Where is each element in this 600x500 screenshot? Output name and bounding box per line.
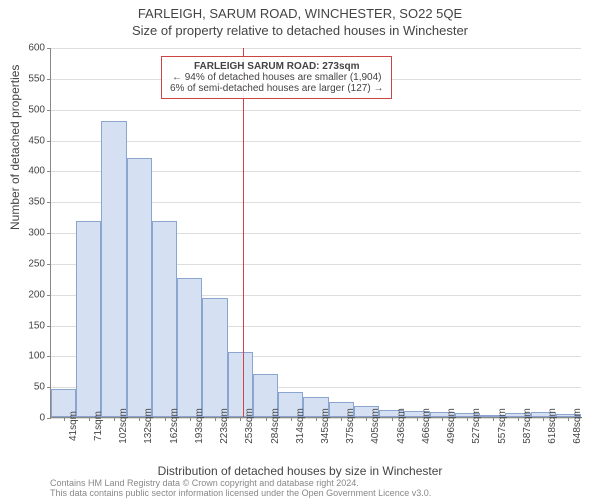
- y-tick-mark: [47, 356, 51, 357]
- x-tick-mark: [442, 417, 443, 421]
- y-tick-mark: [47, 202, 51, 203]
- y-tick-label: 400: [15, 166, 45, 177]
- chart-area: 05010015020025030035040045050055060041sq…: [50, 48, 580, 418]
- y-tick-mark: [47, 79, 51, 80]
- grid-line: [51, 48, 581, 49]
- histogram-bar: [152, 221, 177, 417]
- y-tick-mark: [47, 171, 51, 172]
- x-tick-mark: [392, 417, 393, 421]
- y-tick-label: 50: [15, 382, 45, 393]
- x-tick-mark: [215, 417, 216, 421]
- y-tick-label: 100: [15, 351, 45, 362]
- reference-line: [243, 48, 244, 417]
- x-tick-mark: [240, 417, 241, 421]
- y-tick-mark: [47, 233, 51, 234]
- grid-line: [51, 110, 581, 111]
- x-tick-mark: [316, 417, 317, 421]
- y-tick-label: 550: [15, 73, 45, 84]
- x-tick-label: 527sqm: [471, 408, 482, 444]
- annotation-box: FARLEIGH SARUM ROAD: 273sqm← 94% of deta…: [161, 56, 392, 99]
- title-sub: Size of property relative to detached ho…: [0, 21, 600, 38]
- y-tick-mark: [47, 326, 51, 327]
- grid-line: [51, 141, 581, 142]
- y-tick-label: 600: [15, 43, 45, 54]
- x-tick-mark: [417, 417, 418, 421]
- y-tick-mark: [47, 48, 51, 49]
- x-tick-mark: [139, 417, 140, 421]
- y-tick-label: 500: [15, 104, 45, 115]
- histogram-bar: [127, 158, 152, 417]
- annotation-line-1: FARLEIGH SARUM ROAD: 273sqm: [170, 61, 383, 72]
- x-tick-mark: [190, 417, 191, 421]
- x-tick-mark: [341, 417, 342, 421]
- x-tick-mark: [89, 417, 90, 421]
- histogram-bar: [202, 298, 227, 417]
- y-tick-label: 250: [15, 258, 45, 269]
- histogram-bar: [101, 121, 126, 417]
- plot-area: 05010015020025030035040045050055060041sq…: [50, 48, 580, 418]
- x-tick-mark: [266, 417, 267, 421]
- y-tick-mark: [47, 110, 51, 111]
- histogram-bar: [177, 278, 202, 417]
- x-tick-mark: [568, 417, 569, 421]
- footer-line-1: Contains HM Land Registry data © Crown c…: [50, 478, 431, 488]
- y-tick-label: 200: [15, 289, 45, 300]
- y-tick-label: 150: [15, 320, 45, 331]
- y-tick-mark: [47, 418, 51, 419]
- footer-line-2: This data contains public sector informa…: [50, 488, 431, 498]
- x-tick-mark: [291, 417, 292, 421]
- x-tick-mark: [114, 417, 115, 421]
- y-tick-label: 350: [15, 197, 45, 208]
- annotation-line-2: ← 94% of detached houses are smaller (1,…: [170, 72, 383, 83]
- x-axis-label: Distribution of detached houses by size …: [0, 464, 600, 478]
- title-main: FARLEIGH, SARUM ROAD, WINCHESTER, SO22 5…: [0, 0, 600, 21]
- x-tick-mark: [467, 417, 468, 421]
- y-tick-label: 300: [15, 228, 45, 239]
- x-tick-mark: [64, 417, 65, 421]
- footer: Contains HM Land Registry data © Crown c…: [50, 478, 431, 498]
- x-tick-mark: [493, 417, 494, 421]
- x-tick-mark: [165, 417, 166, 421]
- x-tick-mark: [543, 417, 544, 421]
- y-tick-mark: [47, 387, 51, 388]
- x-tick-label: 648sqm: [572, 408, 583, 444]
- x-tick-mark: [518, 417, 519, 421]
- y-tick-mark: [47, 141, 51, 142]
- y-tick-label: 450: [15, 135, 45, 146]
- y-tick-mark: [47, 295, 51, 296]
- histogram-bar: [76, 221, 101, 417]
- x-tick-mark: [366, 417, 367, 421]
- y-tick-mark: [47, 264, 51, 265]
- annotation-line-3: 6% of semi-detached houses are larger (1…: [170, 83, 383, 94]
- y-tick-label: 0: [15, 413, 45, 424]
